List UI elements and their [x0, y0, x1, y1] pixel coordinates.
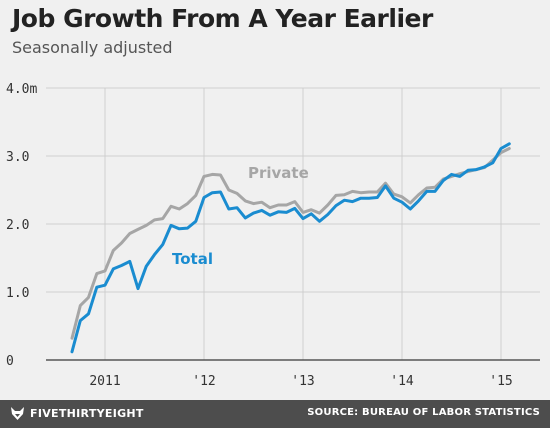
x-tick-label: '15 — [489, 374, 512, 389]
series-label-total: Total — [172, 250, 213, 268]
x-tick-label: '12 — [192, 374, 215, 389]
page-title: Job Growth From A Year Earlier — [12, 4, 433, 33]
line-chart: 0 1.0 2.0 3.0 4.0m 2011 '12 '13 '14 '15 Private Tot… — [6, 82, 540, 389]
fox-logo-icon — [11, 407, 24, 420]
series-line-total — [70, 142, 511, 354]
source-note: SOURCE: BUREAU OF LABOR STATISTICS — [307, 407, 540, 418]
brand: FIVETHIRTYEIGHT — [10, 406, 144, 421]
y-tick-label: 3.0 — [6, 150, 29, 165]
y-tick-label: 1.0 — [6, 286, 29, 301]
brand-name: FIVETHIRTYEIGHT — [30, 407, 144, 420]
x-tick-label: '14 — [390, 374, 414, 389]
page-subtitle: Seasonally adjusted — [12, 38, 173, 57]
series-line-private — [70, 147, 511, 340]
x-tick-label: 2011 — [89, 374, 120, 389]
x-tick-label: '13 — [291, 374, 314, 389]
series-label-private: Private — [248, 164, 309, 182]
footer-bar: FIVETHIRTYEIGHT SOURCE: BUREAU OF LABOR … — [0, 400, 550, 428]
y-tick-label: 0 — [6, 354, 14, 369]
y-tick-label: 4.0m — [6, 82, 37, 97]
y-tick-label: 2.0 — [6, 218, 29, 233]
